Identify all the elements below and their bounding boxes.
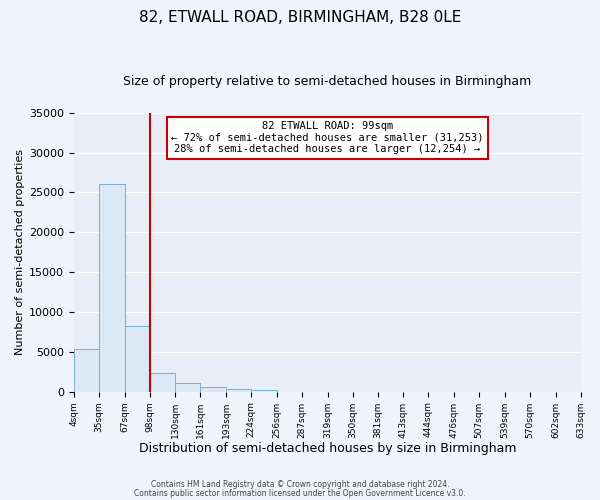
- Bar: [251, 390, 277, 392]
- Bar: [125, 326, 150, 392]
- Text: 82, ETWALL ROAD, BIRMINGHAM, B28 0LE: 82, ETWALL ROAD, BIRMINGHAM, B28 0LE: [139, 10, 461, 25]
- Y-axis label: Number of semi-detached properties: Number of semi-detached properties: [15, 150, 25, 356]
- Title: Size of property relative to semi-detached houses in Birmingham: Size of property relative to semi-detach…: [123, 75, 532, 88]
- Text: Contains public sector information licensed under the Open Government Licence v3: Contains public sector information licen…: [134, 488, 466, 498]
- Bar: [175, 383, 200, 392]
- Bar: [74, 348, 99, 392]
- Bar: [200, 387, 226, 392]
- Text: 82 ETWALL ROAD: 99sqm
← 72% of semi-detached houses are smaller (31,253)
28% of : 82 ETWALL ROAD: 99sqm ← 72% of semi-deta…: [171, 121, 484, 154]
- Bar: [150, 372, 175, 392]
- Bar: [226, 390, 251, 392]
- Bar: [99, 184, 125, 392]
- Text: Contains HM Land Registry data © Crown copyright and database right 2024.: Contains HM Land Registry data © Crown c…: [151, 480, 449, 489]
- X-axis label: Distribution of semi-detached houses by size in Birmingham: Distribution of semi-detached houses by …: [139, 442, 516, 455]
